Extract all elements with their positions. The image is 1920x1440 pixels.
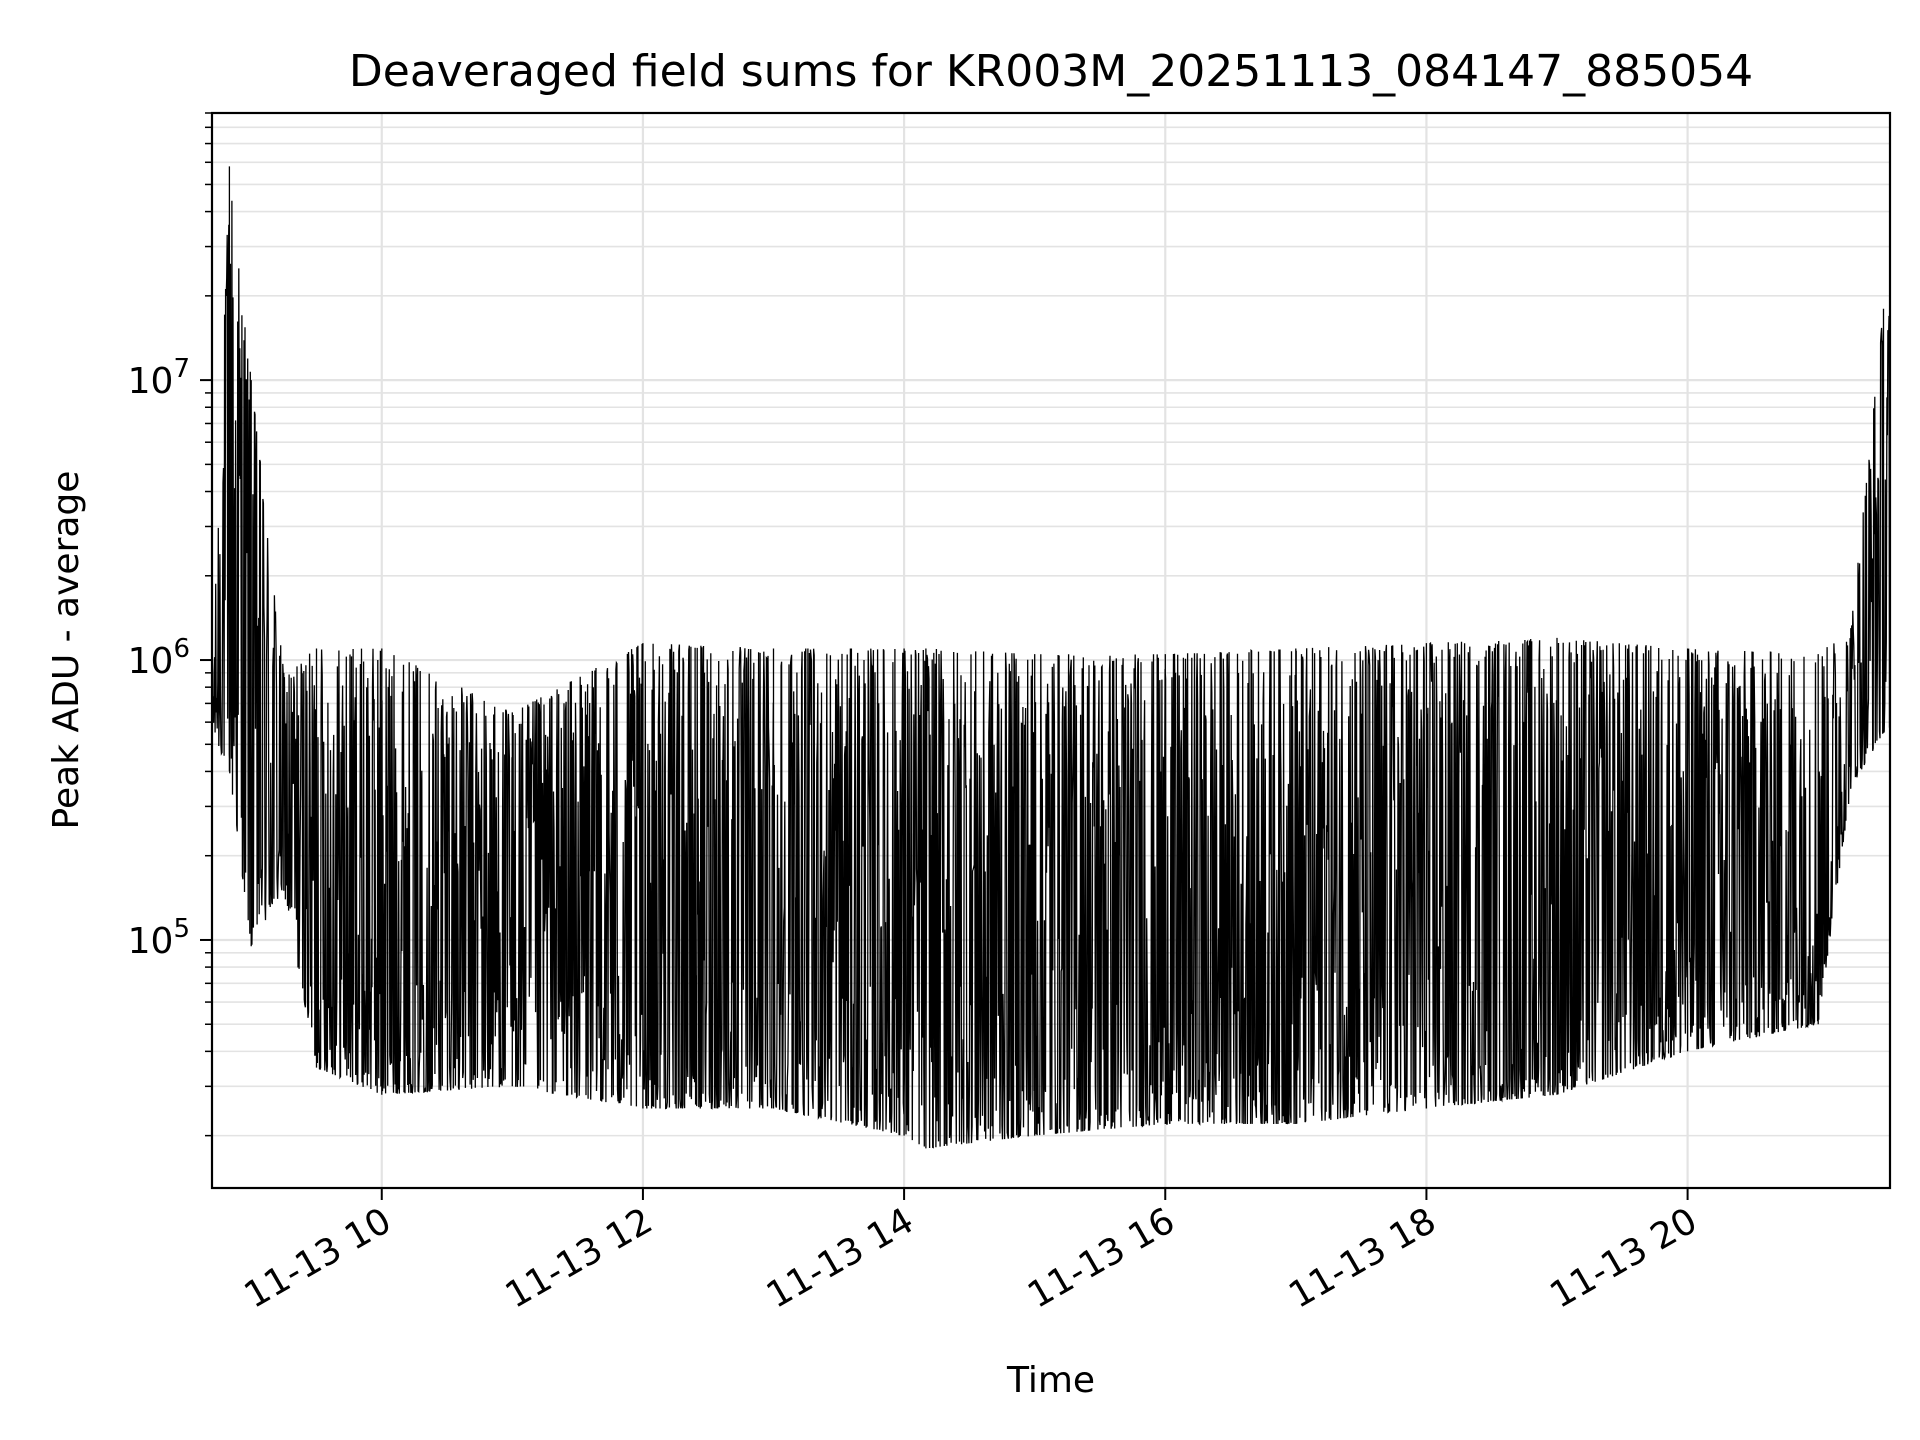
- y-tick-label: 106: [128, 634, 190, 682]
- chart-title: Deaveraged field sums for KR003M_2025111…: [349, 46, 1753, 97]
- plot-frame: [210, 111, 1892, 1190]
- y-tick-label: 107: [128, 354, 190, 402]
- x-axis-label: Time: [1006, 1360, 1095, 1401]
- data-series-line: [211, 166, 1891, 1149]
- y-tick-label: 105: [128, 914, 190, 962]
- y-axis-label: Peak ADU - average: [46, 471, 87, 830]
